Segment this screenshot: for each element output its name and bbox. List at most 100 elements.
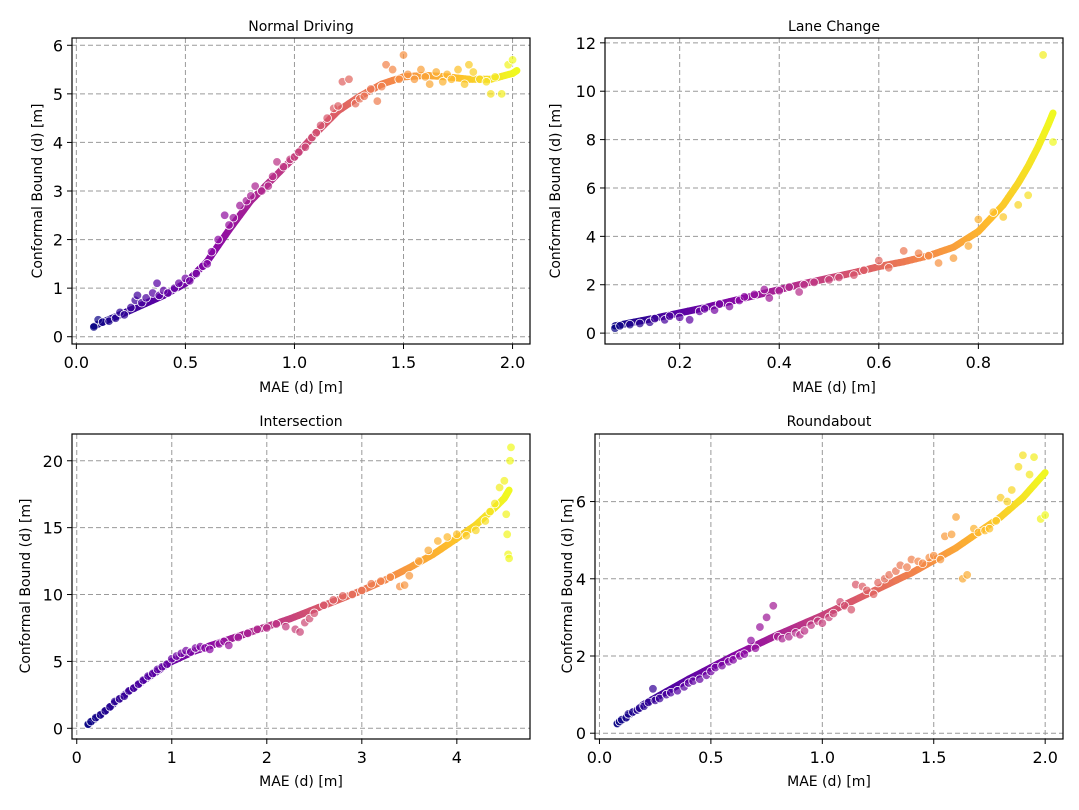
scatter-point	[191, 268, 202, 279]
scatter-point	[884, 263, 894, 273]
scatter-point	[774, 286, 784, 296]
chart-title: Normal Driving	[248, 19, 353, 35]
scatter-point	[420, 72, 431, 82]
x-axis-label: MAE (d) [m]	[787, 774, 871, 790]
x-axis-label: MAE (d) [m]	[259, 380, 343, 396]
scatter-point	[480, 516, 491, 526]
scatter-point	[794, 287, 804, 297]
scatter-point	[309, 608, 320, 618]
scatter-point	[372, 96, 383, 106]
scatter-point	[453, 64, 463, 75]
scatter-point	[464, 60, 474, 70]
scatter-point	[868, 589, 879, 599]
x-tick-label: 1.0	[810, 748, 835, 767]
x-tick-label: 2.0	[500, 353, 525, 372]
scatter-point	[262, 623, 272, 633]
y-tick-label: 6	[586, 179, 596, 198]
scatter-point	[224, 220, 234, 230]
scatter-point	[799, 280, 809, 290]
y-tick-label: 10	[576, 82, 596, 101]
x-tick-label: 0.0	[587, 748, 612, 767]
x-ticks: 0.2 0.4 0.6 0.8	[667, 344, 991, 372]
scatter-point	[485, 506, 495, 517]
plot-frame	[604, 37, 1064, 345]
scatter-point	[224, 640, 234, 651]
panel-roundabout: Roundabout 0.0 0.5 1.0 1.5 2.0 0 2 4 6 MAE (d) …	[560, 414, 1064, 790]
y-tick-label: 0	[53, 328, 63, 347]
scatter-point	[506, 442, 516, 453]
scatter-point	[328, 595, 339, 605]
scatter-point	[1013, 462, 1024, 472]
scatter-point	[213, 234, 223, 245]
scatter-point	[132, 290, 143, 301]
scatter-point	[322, 113, 332, 123]
scatter-point	[376, 81, 387, 92]
x-tick-label: 2	[262, 748, 272, 767]
fit-curve-segment	[1037, 469, 1049, 481]
scatter-point	[315, 120, 326, 131]
scatter-point	[784, 282, 794, 292]
scatter-point	[347, 589, 358, 600]
y-tick-label: 4	[53, 133, 63, 152]
scatter-point	[206, 247, 217, 257]
scatter-point	[625, 319, 635, 330]
scatter-point	[935, 554, 946, 565]
scatter-point	[278, 162, 289, 172]
x-axis-label: MAE (d) [m]	[259, 774, 343, 790]
scatter-point	[917, 558, 928, 569]
y-tick-label: 0	[53, 719, 63, 738]
scatter-point	[946, 529, 957, 540]
grid	[605, 38, 1063, 344]
scatter-point	[749, 289, 760, 300]
scatter-point	[499, 476, 510, 486]
chart-title: Roundabout	[787, 414, 872, 430]
scatter-point	[635, 318, 645, 329]
scatter-point	[252, 624, 262, 635]
scatter-point	[228, 213, 239, 223]
x-tick-label: 0.4	[767, 353, 792, 372]
scatter-point	[295, 627, 305, 637]
scatter-point	[387, 64, 398, 75]
scatter-point	[615, 321, 625, 331]
x-tick-label: 1	[167, 748, 177, 767]
scatter-point	[998, 212, 1008, 222]
y-ticks: 0 2 4 6 8 10 12	[576, 34, 605, 343]
x-tick-label: 0.6	[866, 353, 891, 372]
scatter-point	[750, 643, 761, 653]
y-tick-label: 2	[576, 647, 586, 666]
scatter-point	[163, 288, 173, 298]
scatter-point	[768, 601, 778, 611]
x-tick-label: 4	[452, 748, 462, 767]
scatter-point	[1048, 137, 1058, 147]
scatter-point	[973, 214, 984, 225]
scatter-point	[828, 608, 839, 619]
y-ticks: 0 5 10 15 20	[43, 452, 72, 738]
scatter-point	[438, 77, 448, 87]
scatter-point	[468, 67, 478, 77]
x-tick-label: 0.5	[173, 353, 198, 372]
plot-frame	[594, 433, 1064, 740]
y-ticks: 0 1 2 3 4 5 6	[53, 36, 72, 347]
scatter-point	[1038, 50, 1048, 60]
scatter-point	[452, 529, 462, 540]
scatter-point	[174, 278, 184, 288]
y-tick-label: 5	[53, 652, 63, 671]
scatter-point	[1018, 450, 1028, 460]
scatter-point	[1023, 190, 1033, 200]
x-tick-label: 0.0	[64, 353, 89, 372]
scatter-point	[674, 312, 685, 323]
scatter-point	[764, 293, 774, 303]
scatter-point	[648, 684, 658, 694]
scatter-point	[141, 293, 151, 303]
scatter-point	[650, 313, 660, 324]
scatter-point	[423, 545, 434, 556]
fit-curve	[84, 486, 513, 728]
scatter-point	[281, 621, 291, 632]
x-tick-label: 0.2	[667, 353, 692, 372]
scatter-point	[505, 456, 515, 466]
scatter-point	[507, 55, 518, 65]
scatter-point	[699, 304, 710, 314]
scatter-point	[257, 186, 267, 196]
scatter-point	[490, 498, 500, 509]
scatter-point	[89, 322, 99, 332]
